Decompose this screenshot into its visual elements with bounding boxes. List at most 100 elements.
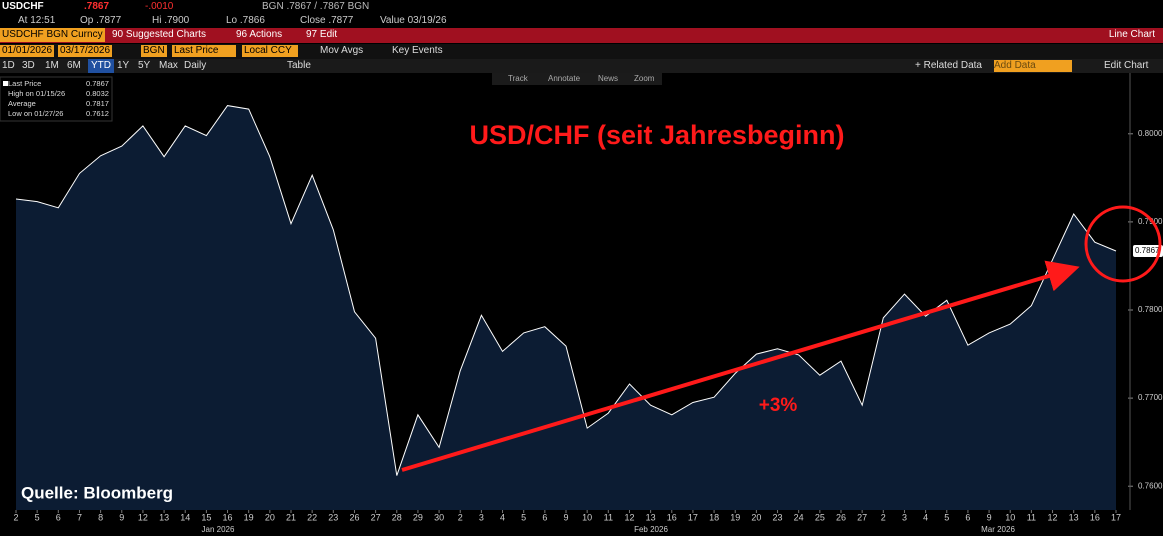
x-tick-label: 5: [521, 512, 526, 522]
x-tick-label: 13: [646, 512, 656, 522]
x-tick-label: 15: [201, 512, 211, 522]
annotation: +3%: [759, 395, 798, 416]
chart: Track Annotate News Zoom 0.80000.79000.7…: [0, 73, 1163, 536]
trend-arrow: [401, 260, 1080, 472]
x-tick-label: 7: [77, 512, 82, 522]
legend-box: [0, 76, 113, 122]
tool[interactable]: Zoom: [634, 74, 655, 83]
legend-value: 0.7867: [86, 79, 109, 88]
legend-label: High on 01/15/26: [8, 89, 65, 98]
area-fill: [16, 105, 1116, 510]
period-bar: 1D 3D 1M 6M YTD 1Y 5Y Max Daily Table + …: [0, 59, 1163, 73]
legend-label: Average: [8, 99, 36, 108]
key-events[interactable]: Key Events: [392, 45, 443, 56]
period[interactable]: Daily: [184, 60, 207, 71]
date-from[interactable]: 01/01/2026: [0, 45, 55, 57]
month-label: Mar 2026: [981, 525, 1015, 534]
change: -.0010: [145, 1, 174, 12]
x-tick-label: 12: [1048, 512, 1058, 522]
period[interactable]: 1M: [45, 60, 59, 71]
legend-value: 0.8032: [86, 89, 109, 98]
x-tick-label: 20: [265, 512, 275, 522]
tool[interactable]: Track: [508, 74, 529, 83]
x-tick-label: 13: [159, 512, 169, 522]
month-label: Feb 2026: [634, 525, 668, 534]
x-tick-label: 16: [1090, 512, 1100, 522]
y-tick-label: 0.7700: [1138, 393, 1163, 402]
period[interactable]: 6M: [67, 60, 81, 71]
x-tick-label: 5: [944, 512, 949, 522]
quote: BGN .7867 / .7867 BGN: [262, 1, 370, 12]
related-data[interactable]: + Related Data: [915, 60, 982, 71]
x-tick-label: 13: [1069, 512, 1079, 522]
x-tick-label: 21: [286, 512, 296, 522]
legend-label: Last Price: [8, 79, 41, 88]
x-tick-label: 30: [434, 512, 444, 522]
x-tick-label: 2: [13, 512, 18, 522]
menu-item[interactable]: 96 Actions: [236, 29, 283, 40]
add-data[interactable]: Add Data: [994, 60, 1072, 72]
x-tick-label: 19: [730, 512, 740, 522]
last-price-label: 0.7867: [1135, 246, 1160, 255]
field[interactable]: Last Price: [172, 45, 236, 57]
quote-bar: USDCHF .7867 -.0010 BGN .7867 / .7867 BG…: [0, 0, 1163, 14]
x-tick-label: 17: [688, 512, 698, 522]
x-tick-label: 26: [349, 512, 359, 522]
x-tick-label: 12: [624, 512, 634, 522]
x-tick-label: 12: [138, 512, 148, 522]
x-tick-label: 20: [751, 512, 761, 522]
x-tick-label: 11: [604, 512, 613, 522]
y-tick-label: 0.8000: [1138, 129, 1163, 138]
open: Op .7877: [80, 15, 122, 26]
x-tick-label: 27: [371, 512, 381, 522]
x-tick-label: 9: [119, 512, 124, 522]
date-to[interactable]: 03/17/2026: [58, 45, 113, 57]
tool[interactable]: News: [598, 74, 618, 83]
period[interactable]: 3D: [22, 60, 35, 71]
x-tick-label: 4: [923, 512, 928, 522]
x-tick-label: 5: [35, 512, 40, 522]
source[interactable]: BGN: [141, 45, 167, 57]
x-tick-label: 16: [223, 512, 233, 522]
period[interactable]: 1D: [2, 60, 15, 71]
edit-chart[interactable]: Edit Chart: [1104, 60, 1149, 71]
period[interactable]: 5Y: [138, 60, 151, 71]
x-tick-label: 10: [1005, 512, 1015, 522]
currency[interactable]: Local CCY: [242, 45, 298, 57]
x-tick-label: 29: [413, 512, 423, 522]
tool[interactable]: Annotate: [548, 74, 581, 83]
menu-item[interactable]: 90 Suggested Charts: [112, 29, 206, 40]
x-tick-label: 2: [881, 512, 886, 522]
period[interactable]: YTD: [88, 59, 114, 73]
period[interactable]: Max: [159, 60, 178, 71]
x-tick-label: 23: [773, 512, 783, 522]
mov-avgs[interactable]: Mov Avgs: [320, 45, 364, 56]
x-tick-label: 9: [563, 512, 568, 522]
x-tick-label: 18: [709, 512, 719, 522]
x-tick-label: 26: [836, 512, 846, 522]
menu-item[interactable]: 97 Edit: [306, 29, 338, 40]
menu-bar: USDCHF BGN Curncy 90 Suggested Charts 96…: [0, 28, 1163, 43]
x-tick-label: 9: [987, 512, 992, 522]
x-tick-label: 6: [56, 512, 61, 522]
x-tick-label: 6: [965, 512, 970, 522]
chart-kind: Line Chart: [1108, 29, 1155, 40]
toolbar: Track Annotate News Zoom: [492, 73, 662, 85]
period[interactable]: 1Y: [117, 60, 130, 71]
settings-bar: 01/01/2026 03/17/2026 BGN Last Price Loc…: [0, 44, 1163, 59]
x-tick-label: 22: [307, 512, 317, 522]
table[interactable]: Table: [287, 60, 311, 71]
y-tick-label: 0.7800: [1138, 305, 1163, 314]
x-tick-label: 25: [815, 512, 825, 522]
security[interactable]: USDCHF BGN Curncy: [0, 28, 105, 42]
low: Lo .7866: [226, 15, 265, 26]
legend-value: 0.7817: [86, 99, 109, 108]
legend-value: 0.7612: [86, 109, 109, 118]
x-tick-label: 11: [1027, 512, 1036, 522]
last-price-tag: [1133, 244, 1163, 257]
x-tick-label: 6: [542, 512, 547, 522]
legend-label: Low on 01/27/26: [8, 109, 63, 118]
x-tick-label: 2: [458, 512, 463, 522]
legend-swatch: [3, 81, 8, 86]
